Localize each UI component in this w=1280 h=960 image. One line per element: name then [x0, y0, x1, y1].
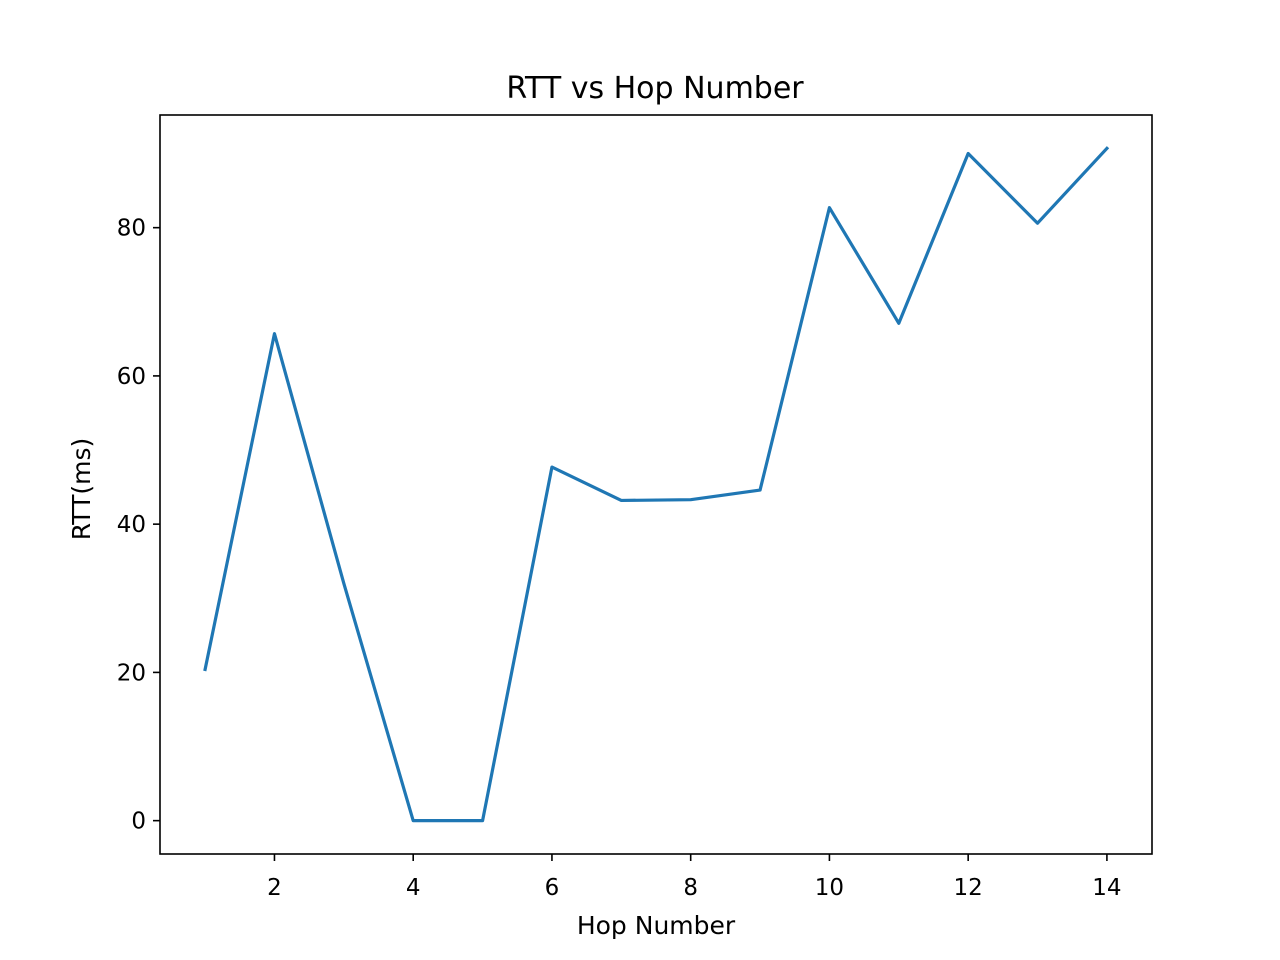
- x-tick-label: 2: [267, 875, 282, 901]
- y-tick-label: 60: [117, 364, 146, 390]
- x-tick-label: 4: [406, 875, 421, 901]
- x-tick-label: 8: [683, 875, 698, 901]
- x-tick-label: 10: [815, 875, 844, 901]
- x-tick-label: 6: [545, 875, 560, 901]
- rtt-series-line: [203, 146, 1110, 823]
- x-axis: 2 4 6 8 10 12 14: [267, 854, 1122, 901]
- x-tick-label: 14: [1092, 875, 1121, 901]
- y-axis: 0 20 40 60 80: [117, 216, 160, 835]
- y-tick-label: 80: [117, 216, 146, 242]
- y-axis-label: RTT(ms): [67, 438, 96, 541]
- y-tick-label: 20: [117, 660, 146, 686]
- chart-title: RTT vs Hop Number: [506, 71, 804, 106]
- x-axis-label: Hop Number: [577, 911, 736, 940]
- series-layer: [203, 146, 1110, 823]
- y-tick-label: 40: [117, 512, 146, 538]
- y-tick-label: 0: [131, 809, 146, 835]
- plot-area-frame: [159, 114, 1153, 855]
- x-tick-label: 12: [954, 875, 983, 901]
